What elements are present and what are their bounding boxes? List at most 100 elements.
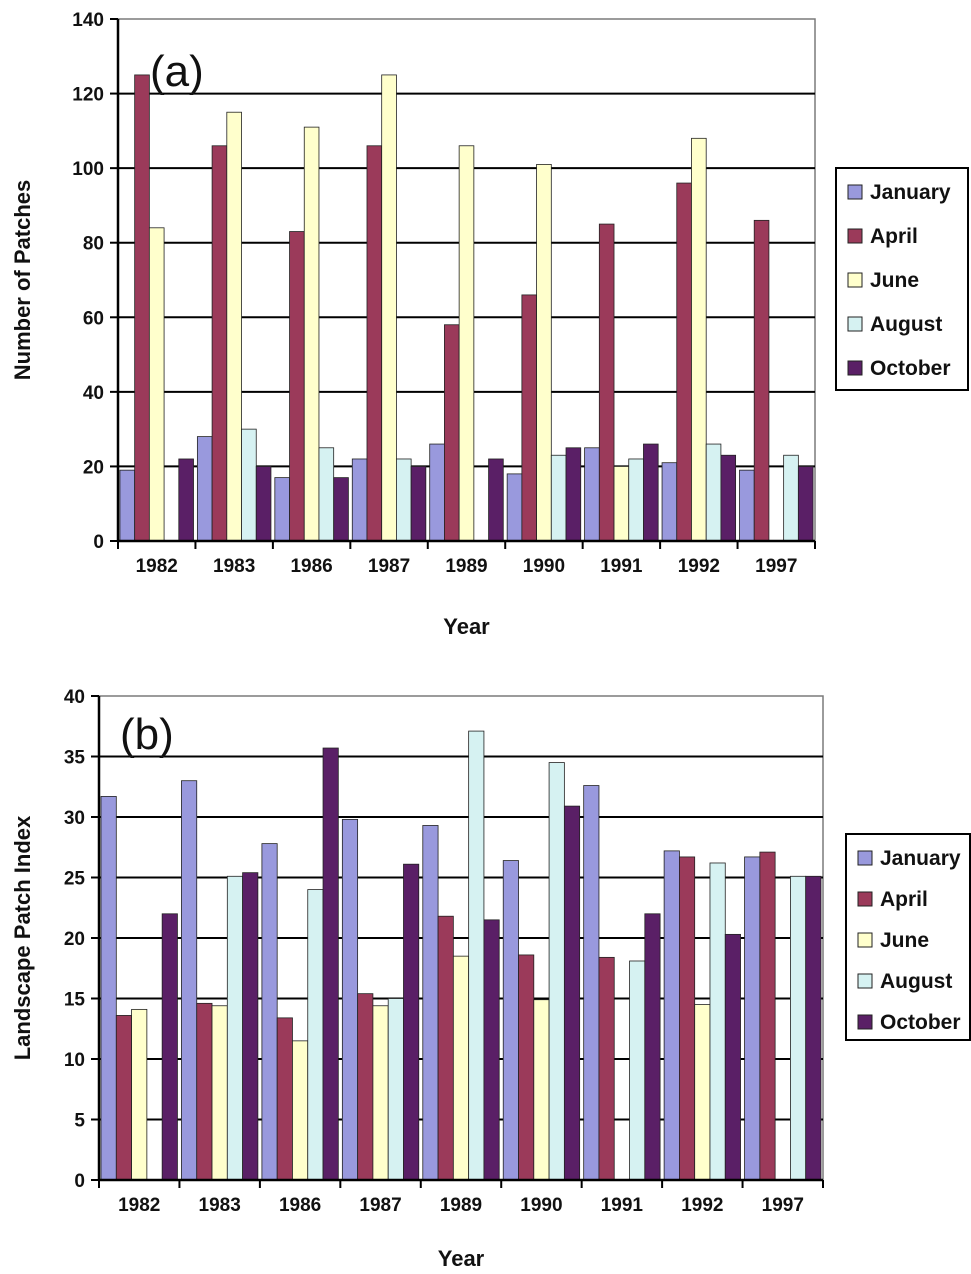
x-tick-label: 1989 [440, 1195, 482, 1216]
legend-swatch-january [857, 850, 873, 866]
legend-label-august: August [880, 970, 952, 993]
legend-box [845, 833, 971, 1041]
bar-june-1986 [303, 126, 320, 542]
bar-april-1990 [521, 294, 537, 542]
bar-january-1986 [261, 843, 278, 1181]
x-tick-label: 1983 [199, 1195, 241, 1216]
bar-october-1990 [565, 447, 582, 542]
bar-june-1987 [372, 1005, 389, 1181]
bar-january-1990 [506, 473, 523, 542]
bar-august-1983 [241, 428, 257, 542]
bar-june-1987 [381, 74, 397, 542]
bar-april-1990 [518, 954, 535, 1181]
legend-swatch-october [847, 360, 863, 376]
bar-april-1987 [357, 993, 374, 1181]
legend-swatch-october [857, 1014, 873, 1030]
bar-april-1983 [211, 145, 228, 542]
legend-label-april: April [870, 225, 918, 248]
bar-january-1991 [583, 785, 600, 1181]
bar-october-1987 [410, 466, 427, 542]
bar-january-1983 [181, 780, 198, 1181]
bar-january-1983 [196, 436, 213, 542]
x-tick-label: 1986 [290, 556, 332, 577]
bar-august-1989 [468, 730, 485, 1181]
legend-label-august: August [870, 313, 942, 336]
legend-swatch-june [857, 932, 873, 948]
y-axis-title: Landscape Patch Index [10, 815, 35, 1060]
bar-january-1990 [502, 860, 519, 1181]
bar-october-1997 [797, 466, 814, 542]
x-tick-label: 1987 [359, 1195, 401, 1216]
panel-label: (a) [150, 47, 204, 96]
x-tick-label: 1983 [213, 556, 255, 577]
bar-june-1989 [452, 955, 470, 1181]
legend-label-june: June [880, 929, 929, 952]
bar-january-1987 [351, 458, 368, 542]
y-tick-label: 25 [64, 869, 86, 890]
y-tick-label: 80 [83, 234, 104, 255]
x-axis-title: Year [438, 1246, 485, 1271]
x-tick-label: 1992 [678, 556, 720, 577]
legend-label-april: April [880, 888, 928, 911]
bar-january-1991 [584, 447, 600, 542]
legend-label-january: January [880, 847, 961, 870]
y-tick-label: 0 [93, 532, 104, 553]
bar-june-1983 [226, 111, 242, 542]
legend-swatch-april [857, 891, 873, 907]
x-tick-label: 1997 [755, 556, 797, 577]
bar-august-1983 [226, 875, 243, 1181]
legend-swatch-august [847, 316, 863, 332]
bar-january-1987 [341, 819, 359, 1181]
legend-swatch-august [857, 973, 873, 989]
bar-august-1997 [783, 454, 799, 542]
bar-august-1992 [705, 443, 722, 542]
bar-january-1992 [661, 462, 678, 542]
bar-june-1992 [691, 137, 707, 542]
bar-october-1986 [322, 747, 339, 1181]
bar-october-1982 [161, 913, 178, 1181]
y-tick-label: 10 [64, 1050, 85, 1071]
bar-january-1997 [744, 856, 761, 1181]
x-axis-title: Year [443, 614, 490, 639]
panel-label: (b) [120, 710, 174, 759]
y-tick-label: 35 [64, 748, 86, 769]
bar-april-1992 [676, 182, 692, 542]
y-tick-label: 60 [83, 308, 104, 329]
x-tick-label: 1982 [136, 556, 178, 577]
legend: January April June August October [845, 833, 971, 1041]
bar-october-1997 [805, 875, 822, 1181]
bar-august-1986 [307, 889, 324, 1181]
legend-label-june: June [870, 269, 919, 292]
bar-october-1987 [403, 863, 420, 1181]
bar-october-1990 [563, 805, 581, 1181]
bar-april-1989 [437, 915, 454, 1181]
bar-april-1982 [115, 1015, 132, 1181]
y-tick-label: 120 [72, 85, 104, 106]
y-tick-label: 40 [64, 687, 85, 708]
bar-october-1986 [333, 477, 349, 542]
bar-april-1991 [598, 956, 615, 1181]
bar-october-1992 [720, 454, 737, 542]
x-tick-label: 1990 [523, 556, 565, 577]
bar-august-1997 [790, 875, 807, 1181]
bar-january-1982 [119, 469, 136, 542]
bar-october-1982 [178, 458, 194, 542]
bar-april-1992 [679, 856, 696, 1181]
bar-june-1982 [148, 227, 165, 542]
bar-october-1989 [483, 919, 500, 1181]
y-tick-label: 5 [74, 1111, 85, 1132]
y-tick-label: 20 [83, 457, 104, 478]
bar-april-1983 [196, 1002, 213, 1181]
bar-april-1989 [444, 324, 460, 542]
bar-january-1982 [100, 796, 117, 1181]
x-tick-label: 1986 [279, 1195, 321, 1216]
bar-august-1992 [709, 862, 726, 1181]
bar-august-1987 [396, 458, 412, 542]
chart-panel-a: 0 20 40 60 80 100 120 140 1982 1983 1986 1987 1989 19… [10, 10, 969, 639]
bar-october-1983 [242, 872, 259, 1181]
bar-october-1991 [644, 913, 661, 1181]
y-axis-title: Number of Patches [10, 180, 35, 381]
bar-june-1991 [613, 466, 630, 542]
x-tick-label: 1992 [681, 1195, 723, 1216]
